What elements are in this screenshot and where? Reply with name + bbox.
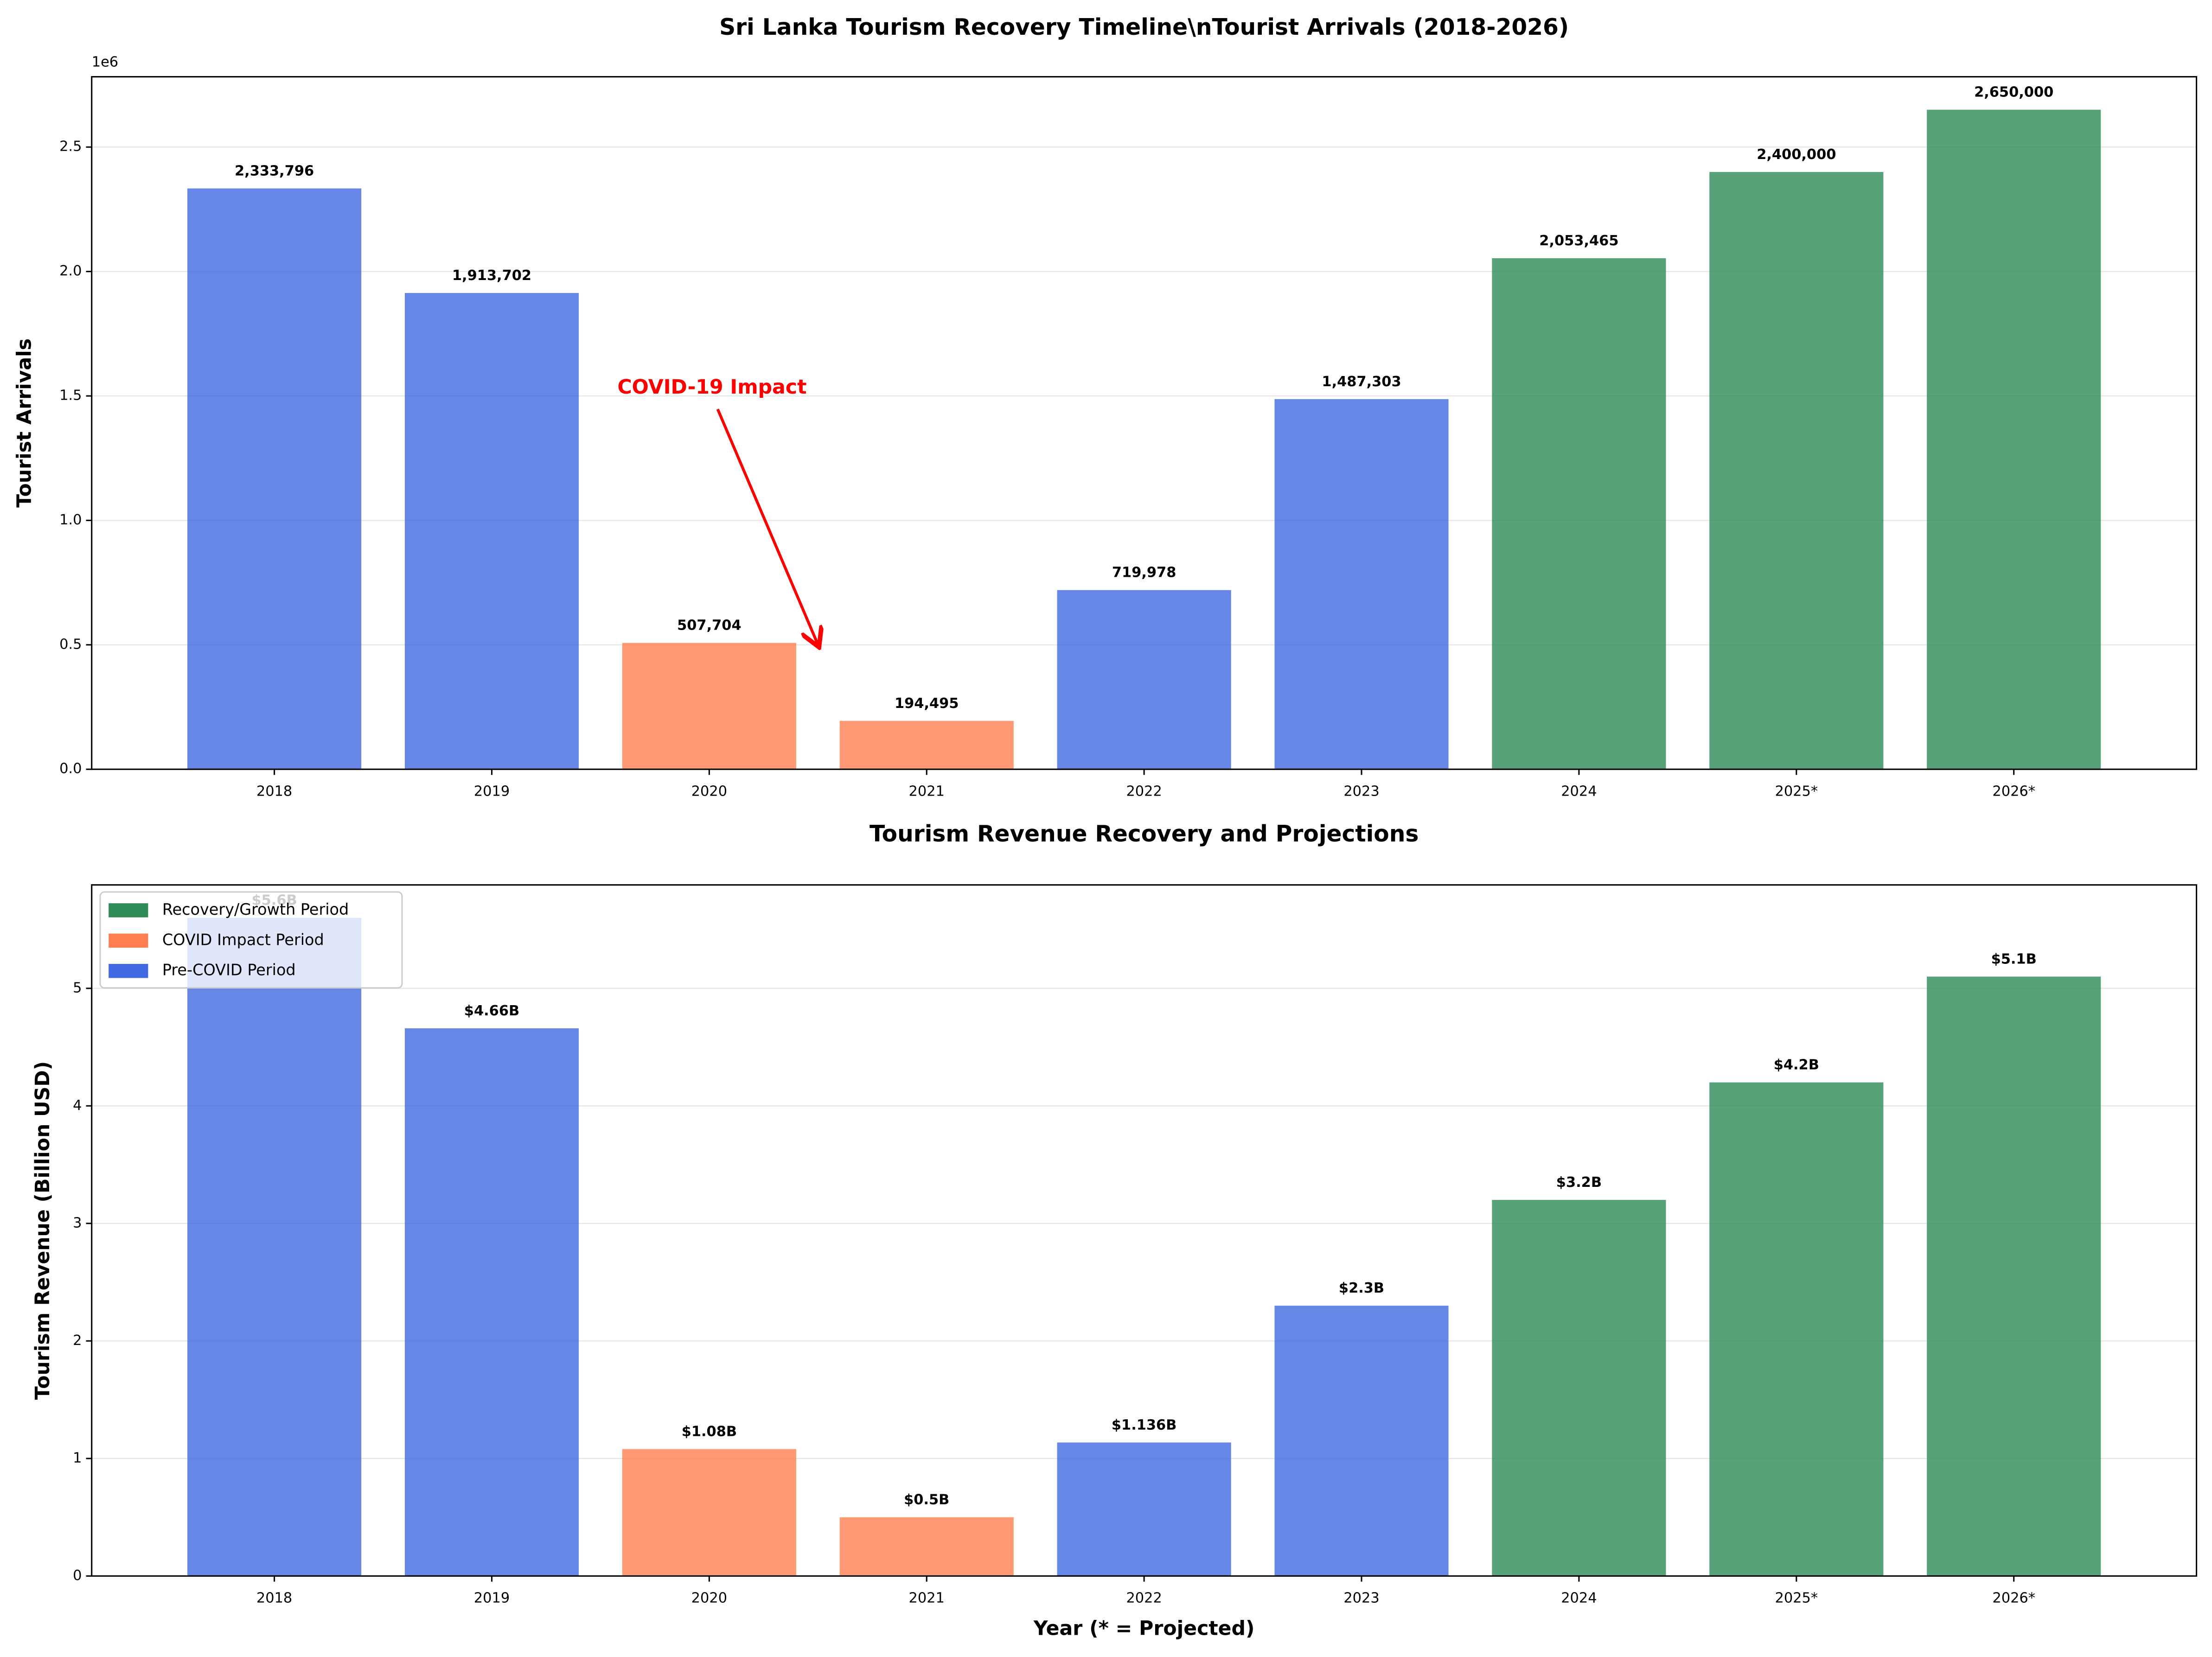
value-label: $3.2B <box>1556 1174 1602 1191</box>
x-tick-label: 2023 <box>1343 783 1379 799</box>
y-tick-label: 2.5 <box>59 139 82 155</box>
x-tick-label: 2026* <box>1992 1590 2035 1606</box>
y-axis-label: Tourism Revenue (Billion USD) <box>31 1061 54 1400</box>
legend-swatch <box>109 903 148 918</box>
bar <box>1492 258 1666 770</box>
y-tick-label: 2.0 <box>59 263 82 279</box>
x-tick-label: 2026* <box>1992 783 2035 799</box>
legend: Recovery/Growth Period COVID Impact Perio… <box>99 891 403 989</box>
value-label: 2,053,465 <box>1539 233 1618 249</box>
legend-swatch <box>109 964 148 978</box>
x-tick-label: 2018 <box>256 783 292 799</box>
value-label: $5.1B <box>1991 951 2037 967</box>
x-tick-label: 2019 <box>474 783 510 799</box>
bar <box>839 720 1014 770</box>
value-label: 2,650,000 <box>1974 84 2053 101</box>
legend-swatch <box>109 933 148 948</box>
x-tick-label: 2021 <box>909 1590 945 1606</box>
x-tick-label: 2020 <box>691 1590 727 1606</box>
chart-title: Sri Lanka Tourism Recovery Timeline\nTou… <box>719 14 1569 40</box>
annotation: COVID-19 Impact <box>617 376 806 399</box>
y-tick-label: 2 <box>73 1332 82 1349</box>
bar <box>622 643 796 770</box>
y-offset-label: 1e6 <box>92 54 118 70</box>
legend-label: Pre-COVID Period <box>162 961 296 979</box>
bar <box>1927 109 2101 770</box>
y-tick-label: 1.0 <box>59 512 82 528</box>
value-label: $2.3B <box>1339 1280 1384 1296</box>
bar <box>404 293 579 770</box>
bar <box>1709 1082 1884 1576</box>
x-tick-label: 2022 <box>1126 783 1162 799</box>
value-label: 2,333,796 <box>235 163 314 179</box>
y-tick-label: 0.5 <box>59 636 82 652</box>
bar <box>1274 1306 1449 1576</box>
value-label: $4.2B <box>1774 1057 1819 1073</box>
value-label: 2,400,000 <box>1757 147 1836 163</box>
y-axis-label: Tourist Arrivals <box>13 338 36 508</box>
y-tick-label: 5 <box>73 980 82 996</box>
x-tick-label: 2019 <box>474 1590 510 1606</box>
bar <box>187 918 362 1576</box>
x-tick-label: 2025* <box>1775 783 1818 799</box>
plot-frame <box>91 76 2198 770</box>
x-tick-label: 2024 <box>1561 1590 1597 1606</box>
value-label: $0.5B <box>904 1492 949 1508</box>
x-tick-label: 2025* <box>1775 1590 1818 1606</box>
value-label: 507,704 <box>677 618 741 634</box>
bar <box>1057 1442 1231 1576</box>
chart-title: Tourism Revenue Recovery and Projections <box>869 821 1419 847</box>
x-tick-label: 2022 <box>1126 1590 1162 1606</box>
value-label: $4.66B <box>464 1003 519 1019</box>
x-tick-label: 2020 <box>691 783 727 799</box>
bar <box>404 1028 579 1576</box>
x-axis-label: Year (* = Projected) <box>1033 1617 1255 1640</box>
x-tick-label: 2024 <box>1561 783 1597 799</box>
y-tick-label: 4 <box>73 1097 82 1114</box>
legend-box <box>99 891 403 989</box>
value-label: 1,913,702 <box>452 268 531 284</box>
y-tick-label: 0.0 <box>59 761 82 777</box>
value-label: 719,978 <box>1112 565 1176 581</box>
y-tick-label: 3 <box>73 1215 82 1231</box>
value-label: 1,487,303 <box>1322 374 1401 390</box>
legend-label: COVID Impact Period <box>162 930 324 949</box>
value-label: 194,495 <box>895 695 959 712</box>
bar <box>1274 399 1449 770</box>
annotation-arrow <box>716 408 818 645</box>
y-tick-label: 1.5 <box>59 388 82 404</box>
bar <box>1927 976 2101 1576</box>
bar <box>839 1517 1014 1576</box>
bar <box>1057 590 1231 770</box>
x-tick-label: 2018 <box>256 1590 292 1606</box>
y-tick-label: 0 <box>73 1568 82 1584</box>
legend-label: Recovery/Growth Period <box>162 900 349 918</box>
y-tick-label: 1 <box>73 1450 82 1466</box>
bar <box>1492 1200 1666 1576</box>
bar <box>622 1449 796 1576</box>
x-tick-label: 2021 <box>909 783 945 799</box>
bar <box>1709 172 1884 770</box>
bar <box>187 188 362 770</box>
value-label: $1.136B <box>1112 1417 1177 1433</box>
value-label: $1.08B <box>682 1424 737 1440</box>
x-tick-label: 2023 <box>1343 1590 1379 1606</box>
plot-frame <box>91 884 2198 1577</box>
